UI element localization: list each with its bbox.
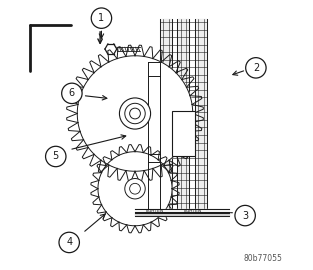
Text: 6: 6 — [69, 88, 75, 98]
Bar — [172, 111, 195, 157]
Polygon shape — [77, 56, 193, 171]
Text: 4: 4 — [66, 237, 72, 247]
Text: 5: 5 — [53, 151, 59, 161]
Circle shape — [62, 83, 82, 104]
Circle shape — [235, 205, 255, 226]
Circle shape — [59, 232, 80, 253]
Text: TIGHTEN: TIGHTEN — [182, 209, 201, 213]
Circle shape — [91, 8, 112, 28]
Circle shape — [246, 58, 266, 78]
Circle shape — [120, 98, 151, 129]
Text: 1: 1 — [98, 13, 105, 23]
Circle shape — [125, 178, 145, 199]
Text: 2: 2 — [253, 63, 259, 73]
Text: 80b77055: 80b77055 — [244, 254, 283, 263]
Circle shape — [46, 146, 66, 167]
Polygon shape — [98, 152, 172, 226]
Text: 3: 3 — [242, 211, 248, 221]
Text: TIGHTEN: TIGHTEN — [144, 209, 163, 213]
